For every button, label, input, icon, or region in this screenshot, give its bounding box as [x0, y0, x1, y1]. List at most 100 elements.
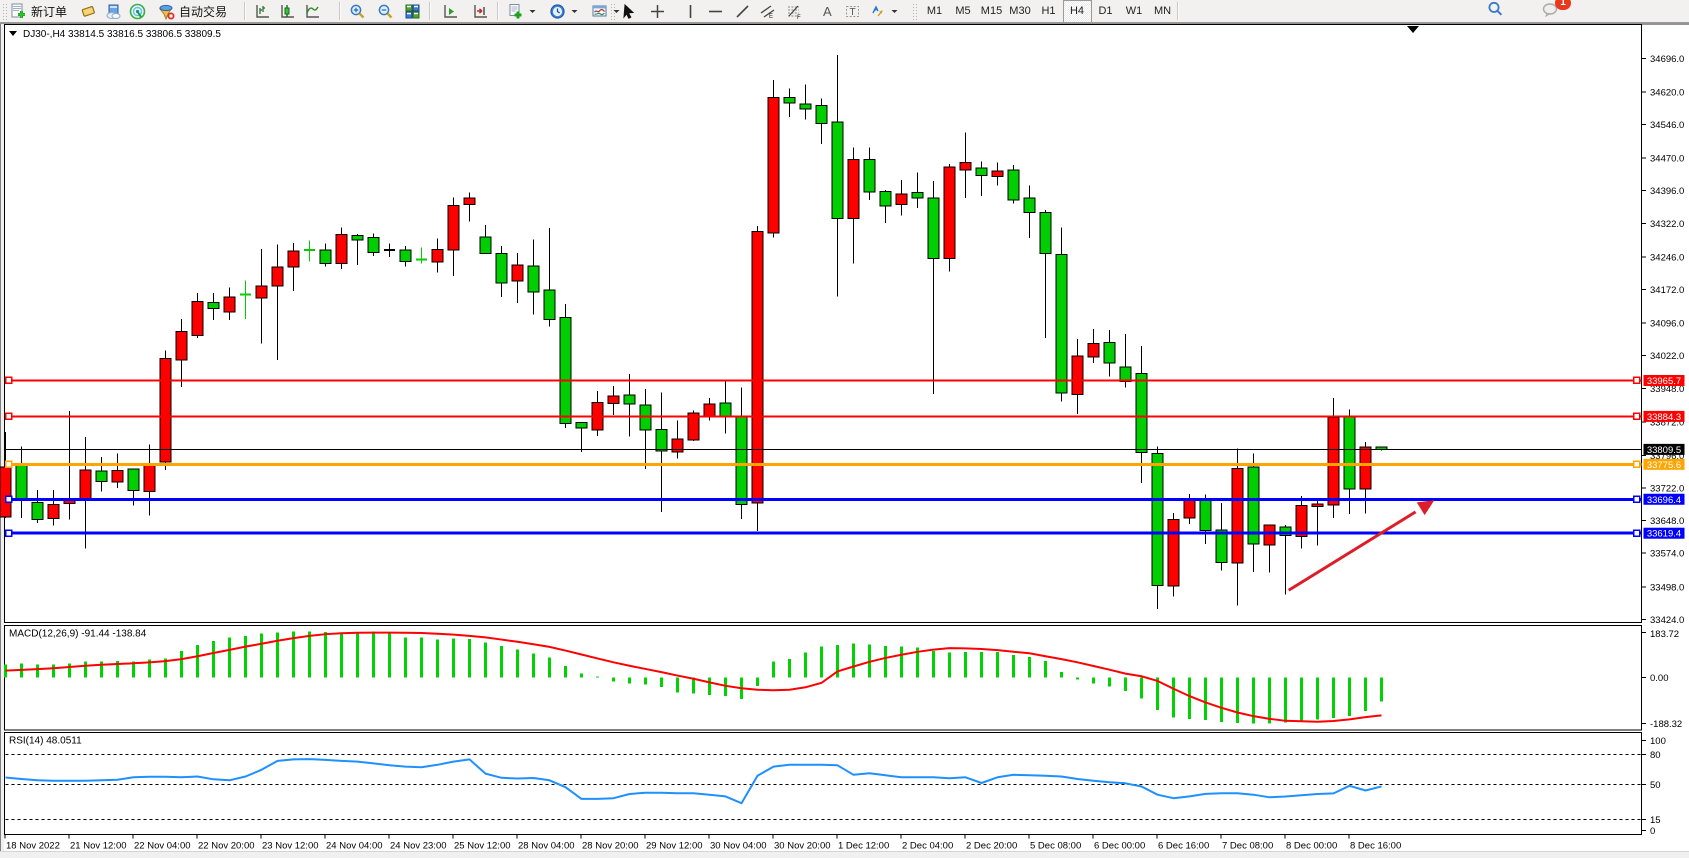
price-axis-label: 34096.0	[1650, 319, 1684, 330]
horizontal-line-button[interactable]	[704, 0, 727, 23]
toolbar-grip[interactable]	[1, 2, 8, 20]
timeframe-m15-button[interactable]: M15	[980, 5, 1003, 17]
price-badge-label: 33884.3	[1647, 412, 1681, 423]
navigator-icon	[129, 3, 146, 20]
vertical-line-icon	[682, 3, 699, 20]
channel-button[interactable]: E	[756, 0, 779, 23]
price-axis-label: 33722.0	[1650, 483, 1684, 494]
search-icon[interactable]	[1486, 0, 1504, 23]
price-axis-label: 34322.0	[1650, 219, 1684, 230]
toolbar-grip[interactable]	[911, 2, 918, 20]
dropdown-arrow-icon[interactable]	[529, 9, 536, 14]
hline-marker[interactable]	[4, 412, 13, 421]
candle-22	[351, 233, 364, 266]
hline-marker[interactable]	[1632, 529, 1641, 537]
hline-marker[interactable]	[1632, 460, 1641, 469]
tile-windows-icon	[404, 3, 421, 20]
time-axis-label: 8 Dec 00:00	[1286, 841, 1337, 852]
new-order-button[interactable]: 新订单	[7, 0, 70, 23]
candle-19	[304, 240, 315, 262]
periods-icon	[549, 3, 566, 20]
rsi-line	[5, 758, 1382, 805]
market-watch-button[interactable]	[77, 0, 100, 23]
timeframe-m5-button[interactable]: M5	[955, 5, 971, 17]
hline-marker[interactable]	[4, 495, 13, 504]
time-axis-label: 23 Nov 12:00	[262, 841, 319, 852]
candle-24	[384, 243, 395, 258]
timeframe-w1-button[interactable]: W1	[1125, 5, 1143, 17]
candle-67	[1071, 338, 1084, 414]
navigator-button[interactable]	[126, 0, 149, 23]
price-axis-label: 33498.0	[1650, 582, 1684, 593]
timeframe-m1-button[interactable]: M1	[926, 5, 943, 17]
tile-windows-button[interactable]	[401, 0, 424, 23]
price-axis-label: 33574.0	[1650, 549, 1684, 560]
candle-7	[111, 453, 124, 488]
zoom-out-button[interactable]	[374, 0, 397, 23]
cursor-button[interactable]	[617, 0, 640, 23]
arrows-button[interactable]	[866, 0, 901, 23]
macd-label: MACD(12,26,9) -91.44 -138.84	[9, 629, 147, 640]
symbol-collapse-arrow[interactable]	[9, 31, 17, 36]
rsi-axis-label: 100	[1650, 736, 1666, 747]
time-axis-label: 5 Dec 08:00	[1030, 841, 1081, 852]
auto-scroll-icon	[442, 3, 459, 20]
vertical-line-button[interactable]	[679, 0, 702, 23]
chart-shift-marker[interactable]	[1407, 26, 1419, 33]
candle-34	[543, 227, 556, 327]
new-chart-button[interactable]	[504, 0, 539, 23]
macd-signal-line	[5, 631, 1382, 723]
time-axis-label: 8 Dec 16:00	[1350, 841, 1401, 852]
time-axis-label: 18 Nov 2022	[6, 841, 60, 852]
price-axis-label: 33872.0	[1650, 417, 1684, 428]
crosshair-button[interactable]	[646, 0, 669, 23]
bar-chart-button[interactable]	[251, 0, 274, 23]
autotrading-button[interactable]: 自动交易	[155, 0, 230, 23]
price-axis-label: 34546.0	[1650, 120, 1684, 131]
dropdown-arrow-icon[interactable]	[613, 9, 620, 14]
hline-marker[interactable]	[1632, 412, 1641, 421]
dropdown-arrow-icon[interactable]	[891, 9, 898, 14]
timeframe-h1-button[interactable]: H1	[1041, 5, 1056, 17]
auto-scroll-button[interactable]	[439, 0, 462, 23]
price-axis-label: 33648.0	[1650, 516, 1684, 527]
candle-15	[240, 280, 251, 320]
timeframe-m30-button[interactable]: M30	[1009, 5, 1031, 17]
fibonacci-button[interactable]: F	[783, 0, 806, 23]
periods-button[interactable]	[546, 0, 581, 23]
text-label-button[interactable]: T	[841, 0, 864, 23]
candle-chart-button[interactable]	[276, 0, 299, 23]
candle-63	[1007, 165, 1020, 204]
timeframe-mn-button[interactable]: MN	[1153, 5, 1172, 17]
hline-marker[interactable]	[4, 460, 13, 469]
candle-40	[639, 389, 652, 469]
chat-icon[interactable]: 1	[1542, 0, 1571, 23]
macd-panel	[4, 625, 1642, 731]
zoom-in-button[interactable]	[346, 0, 369, 23]
candle-78	[1247, 453, 1260, 572]
trend-arrow-shaft[interactable]	[1287, 510, 1417, 592]
candle-12	[191, 292, 204, 339]
text-button[interactable]: A	[816, 0, 839, 23]
data-window-button[interactable]	[102, 0, 125, 23]
bar-chart-icon	[254, 3, 271, 20]
trend-arrow-head[interactable]	[1416, 500, 1435, 516]
hline-marker[interactable]	[4, 376, 13, 385]
templates-button[interactable]	[588, 0, 623, 23]
trendline-button[interactable]	[731, 0, 754, 23]
price-chart[interactable]: 34696.0 34620.0 34546.0 34470.0 34396.0 34322…	[0, 23, 1689, 858]
candle-11	[175, 319, 188, 388]
chart-shift-button[interactable]	[469, 0, 492, 23]
candle-73	[1167, 513, 1180, 597]
timeframe-h4-button[interactable]: H4	[1062, 0, 1092, 23]
hline-marker[interactable]	[1632, 376, 1641, 385]
candle-69	[1103, 330, 1116, 377]
dropdown-arrow-icon[interactable]	[571, 9, 578, 14]
price-badge-label: 33809.5	[1647, 445, 1681, 456]
hline-marker[interactable]	[4, 529, 13, 537]
line-chart-button[interactable]	[301, 0, 324, 23]
toolbar-grip[interactable]	[609, 2, 616, 20]
hline-marker[interactable]	[1632, 495, 1641, 504]
timeframe-d1-button[interactable]: D1	[1098, 5, 1113, 17]
